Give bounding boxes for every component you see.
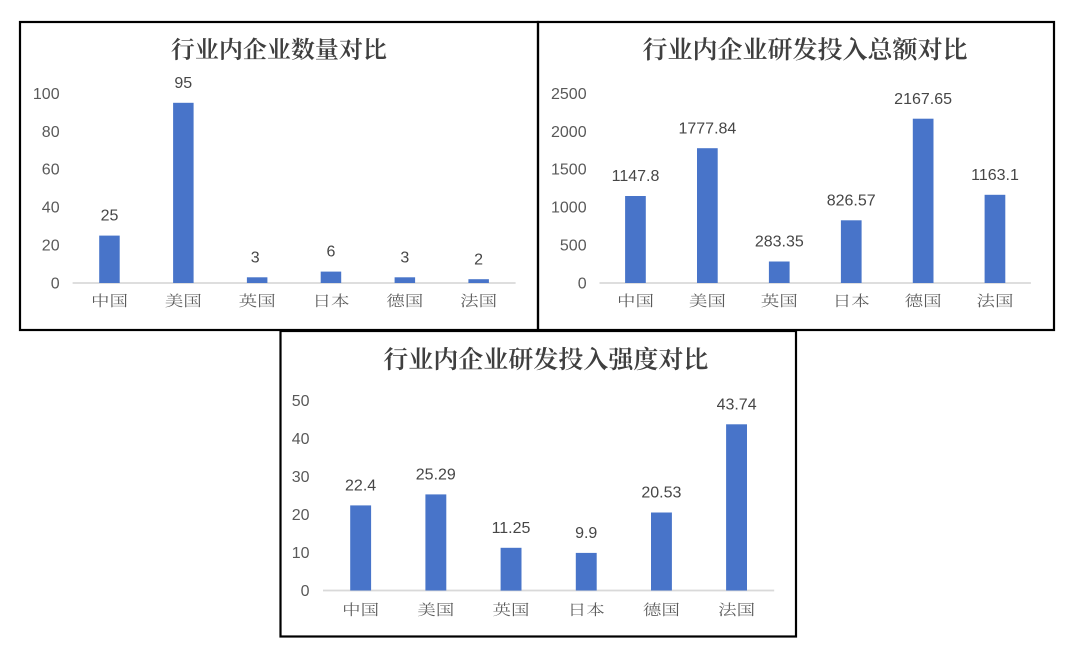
svg-text:20: 20 (292, 507, 310, 524)
svg-text:2500: 2500 (551, 86, 587, 103)
svg-text:0: 0 (51, 275, 60, 292)
svg-text:1147.8: 1147.8 (612, 168, 660, 185)
svg-text:1500: 1500 (551, 162, 587, 179)
svg-text:1163.1: 1163.1 (971, 167, 1019, 184)
svg-text:826.57: 826.57 (827, 192, 876, 209)
svg-text:20.53: 20.53 (641, 485, 681, 502)
svg-text:1777.84: 1777.84 (678, 120, 736, 137)
svg-text:20: 20 (42, 238, 60, 255)
svg-text:0: 0 (578, 275, 587, 292)
svg-text:2167.65: 2167.65 (894, 91, 952, 108)
svg-text:22.4: 22.4 (345, 478, 376, 495)
svg-text:30: 30 (292, 469, 310, 486)
svg-text:50: 50 (292, 393, 310, 410)
svg-text:3: 3 (400, 249, 409, 266)
svg-text:43.74: 43.74 (717, 396, 757, 413)
svg-text:283.35: 283.35 (755, 234, 804, 251)
svg-text:2000: 2000 (551, 124, 587, 141)
svg-text:40: 40 (292, 431, 310, 448)
svg-text:10: 10 (292, 545, 310, 562)
svg-text:95: 95 (174, 75, 192, 92)
svg-text:500: 500 (560, 238, 587, 255)
svg-text:2: 2 (474, 251, 483, 268)
svg-text:80: 80 (42, 124, 60, 141)
svg-text:0: 0 (301, 583, 310, 600)
svg-text:100: 100 (33, 86, 60, 103)
svg-text:60: 60 (42, 162, 60, 179)
svg-text:6: 6 (327, 244, 336, 261)
svg-text:9.9: 9.9 (575, 525, 597, 542)
svg-text:25.29: 25.29 (416, 467, 456, 484)
svg-text:40: 40 (42, 200, 60, 217)
svg-text:25: 25 (101, 208, 119, 225)
svg-text:1000: 1000 (551, 200, 587, 217)
svg-text:3: 3 (251, 249, 260, 266)
svg-text:11.25: 11.25 (492, 520, 531, 537)
